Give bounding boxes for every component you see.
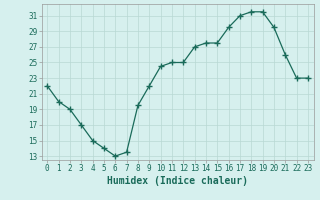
X-axis label: Humidex (Indice chaleur): Humidex (Indice chaleur): [107, 176, 248, 186]
